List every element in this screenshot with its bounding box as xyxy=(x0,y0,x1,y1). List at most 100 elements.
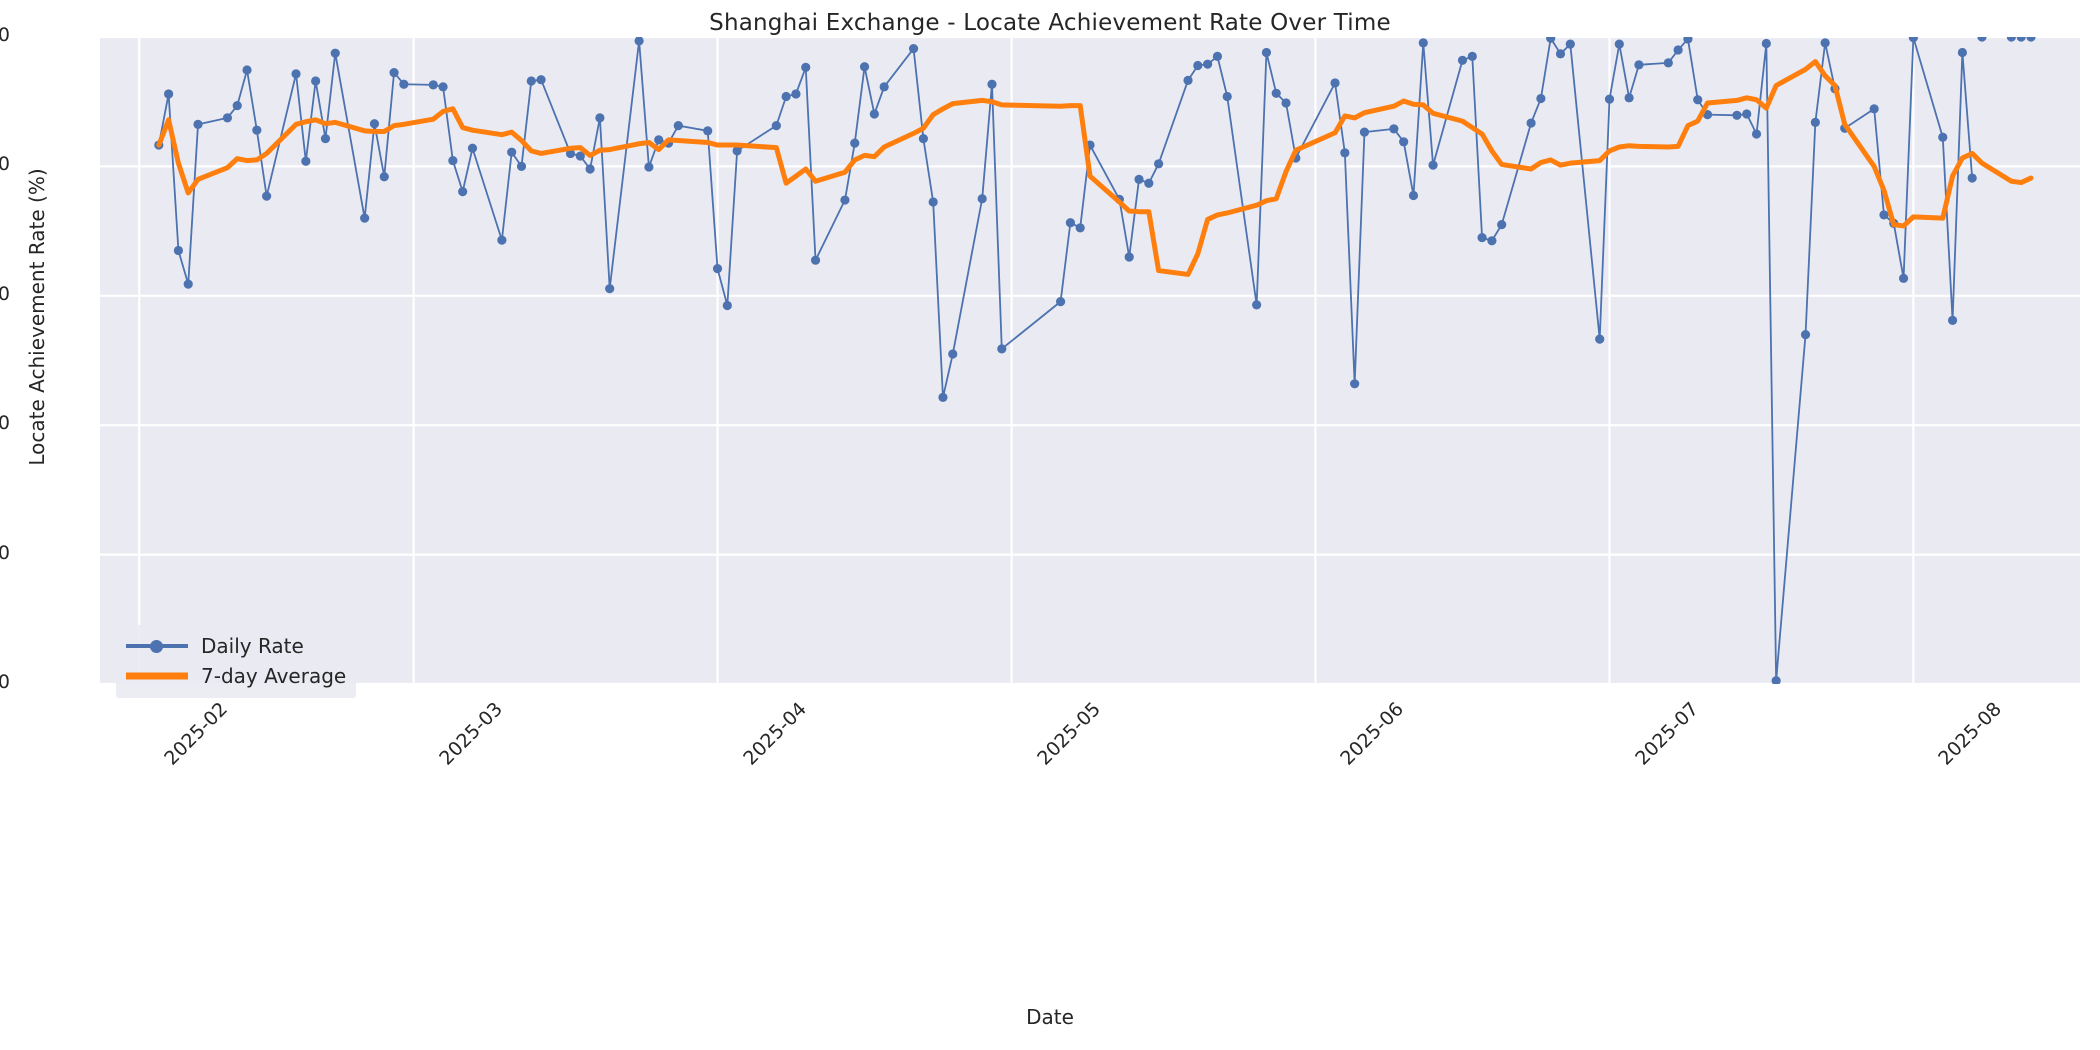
data-point-marker xyxy=(1399,137,1409,147)
data-point-marker xyxy=(507,147,517,157)
data-point-marker xyxy=(928,197,938,207)
data-point-marker xyxy=(1967,173,1977,183)
data-point-marker xyxy=(801,62,811,73)
series-line-7day-average xyxy=(156,59,2034,277)
data-point-marker xyxy=(791,89,801,99)
chart-legend[interactable]: Daily Rate 7-day Average xyxy=(116,625,357,698)
data-point-marker xyxy=(781,91,791,102)
data-point-marker xyxy=(1604,94,1615,104)
data-point-marker xyxy=(1810,117,1820,127)
data-point-marker xyxy=(712,264,723,274)
data-point-marker xyxy=(1565,39,1575,49)
data-point-marker xyxy=(948,349,958,359)
data-point-marker xyxy=(1869,104,1879,114)
data-point-marker xyxy=(330,48,340,58)
x-tick-label: 2025-07 xyxy=(1630,698,1703,770)
data-point-marker xyxy=(379,172,389,182)
data-point-marker xyxy=(1820,38,1830,48)
data-point-marker xyxy=(1546,37,1556,43)
x-tick-label: 2025-08 xyxy=(1934,698,2007,770)
data-point-marker xyxy=(1212,51,1223,62)
data-point-marker xyxy=(1526,118,1536,128)
data-point-marker xyxy=(173,245,184,256)
data-point-marker xyxy=(1634,60,1644,70)
data-point-marker xyxy=(1075,223,1085,233)
data-point-marker xyxy=(673,121,683,131)
data-point-marker xyxy=(722,300,732,311)
data-point-marker xyxy=(252,125,262,135)
data-point-marker xyxy=(1977,37,1987,42)
data-point-marker xyxy=(389,67,399,78)
data-point-marker xyxy=(232,100,242,111)
data-point-marker xyxy=(654,135,664,145)
plot-area: Daily Rate 7-day Average xyxy=(100,37,2080,698)
data-point-marker xyxy=(703,126,713,136)
data-point-marker xyxy=(644,162,654,172)
data-point-marker xyxy=(2006,37,2016,42)
data-point-marker xyxy=(262,191,272,201)
y-tick-label: 0 xyxy=(0,671,10,693)
data-point-marker xyxy=(1065,218,1075,228)
data-point-marker xyxy=(193,119,203,129)
x-axis-label: Date xyxy=(1026,1005,1074,1029)
legend-swatch-7day-average xyxy=(126,666,188,686)
plot-canvas xyxy=(100,37,2080,684)
data-point-marker xyxy=(987,79,997,89)
legend-item-7day-average[interactable]: 7-day Average xyxy=(126,661,346,691)
data-point-marker xyxy=(1771,676,1781,684)
data-point-marker xyxy=(634,37,644,46)
data-point-marker xyxy=(840,195,850,205)
data-point-marker xyxy=(291,69,301,79)
data-point-marker xyxy=(1732,110,1742,120)
data-point-marker xyxy=(497,235,507,245)
data-point-marker xyxy=(1673,45,1683,55)
data-point-marker xyxy=(369,119,380,129)
x-tick-label: 2025-02 xyxy=(160,698,233,770)
data-point-marker xyxy=(1624,93,1634,103)
y-tick-label: 80 xyxy=(0,153,10,176)
data-point-marker xyxy=(1614,39,1624,49)
data-point-marker xyxy=(585,164,595,174)
data-point-marker xyxy=(1418,38,1428,48)
data-point-marker xyxy=(1595,334,1605,344)
data-point-marker xyxy=(1457,55,1468,65)
data-point-marker xyxy=(575,151,585,161)
data-point-marker xyxy=(301,156,311,166)
data-point-marker xyxy=(1536,93,1546,104)
data-point-marker xyxy=(850,138,860,148)
data-point-marker xyxy=(438,82,448,92)
data-point-marker xyxy=(1947,315,1958,325)
data-point-marker xyxy=(1938,132,1948,142)
data-point-marker xyxy=(1467,51,1477,62)
data-point-marker xyxy=(1761,38,1771,49)
data-point-marker xyxy=(977,194,987,204)
data-point-marker xyxy=(320,133,331,144)
y-tick-label: 60 xyxy=(0,282,10,305)
data-point-marker xyxy=(467,143,478,153)
x-tick-label: 2025-03 xyxy=(434,698,507,770)
data-point-marker xyxy=(1800,330,1811,340)
x-tick-label: 2025-04 xyxy=(738,698,811,770)
x-tick-label: 2025-05 xyxy=(1032,698,1105,770)
data-point-marker xyxy=(1879,210,1889,220)
legend-label-daily-rate: Daily Rate xyxy=(201,634,304,658)
data-point-marker xyxy=(918,133,928,144)
chart-title: Shanghai Exchange - Locate Achievement R… xyxy=(709,10,1391,36)
y-tick-label: 100 xyxy=(0,24,10,46)
data-point-marker xyxy=(2016,37,2026,42)
data-point-marker xyxy=(1154,159,1164,169)
data-point-marker xyxy=(1350,379,1360,389)
data-point-marker xyxy=(1359,127,1370,137)
data-point-marker xyxy=(516,161,527,171)
data-point-marker xyxy=(1487,236,1497,246)
legend-item-daily-rate[interactable]: Daily Rate xyxy=(126,631,346,661)
gridlines xyxy=(100,37,2080,684)
data-point-marker xyxy=(1281,98,1291,108)
data-point-marker xyxy=(1203,59,1213,69)
data-point-marker xyxy=(908,44,919,54)
legend-swatch-daily-rate xyxy=(126,636,188,656)
legend-label-7day-average: 7-day Average xyxy=(201,664,347,688)
data-point-marker xyxy=(595,113,605,123)
data-point-marker xyxy=(1340,148,1350,158)
data-point-marker xyxy=(458,187,468,197)
